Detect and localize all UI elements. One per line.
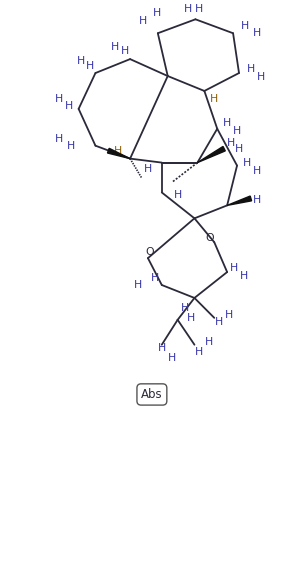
Text: H: H [55, 134, 63, 144]
Text: H: H [195, 5, 203, 14]
Text: H: H [173, 191, 182, 200]
Polygon shape [107, 148, 130, 159]
Text: H: H [167, 353, 176, 363]
Polygon shape [198, 146, 225, 163]
Text: H: H [139, 17, 147, 26]
Text: H: H [111, 42, 119, 52]
Text: H: H [240, 271, 248, 281]
Text: H: H [151, 273, 159, 283]
Text: H: H [180, 303, 189, 313]
Text: H: H [227, 138, 235, 148]
Text: H: H [210, 94, 218, 104]
Text: H: H [243, 158, 251, 168]
Text: H: H [253, 28, 261, 38]
Text: H: H [233, 126, 241, 136]
Text: H: H [183, 5, 192, 14]
Text: H: H [153, 9, 161, 18]
Text: H: H [215, 317, 223, 327]
Text: H: H [86, 61, 95, 71]
Text: H: H [195, 347, 203, 357]
Text: H: H [67, 140, 75, 151]
Text: H: H [230, 263, 238, 273]
Text: O: O [205, 233, 214, 243]
Text: H: H [223, 118, 231, 128]
Text: H: H [225, 310, 233, 320]
Text: H: H [55, 94, 63, 104]
Text: H: H [76, 56, 85, 66]
Text: H: H [247, 64, 255, 74]
Text: Abs: Abs [141, 388, 163, 401]
Text: H: H [114, 146, 122, 156]
Text: O: O [146, 247, 154, 257]
Text: H: H [253, 195, 261, 206]
Polygon shape [227, 196, 251, 206]
Text: H: H [158, 343, 166, 353]
Text: H: H [205, 337, 214, 347]
Text: H: H [134, 280, 142, 290]
Text: H: H [241, 21, 249, 31]
Text: H: H [235, 144, 243, 154]
Text: H: H [257, 72, 265, 82]
Text: H: H [187, 313, 196, 323]
Text: H: H [65, 101, 73, 111]
Text: H: H [144, 163, 152, 174]
Text: H: H [121, 46, 129, 56]
Text: H: H [253, 166, 261, 175]
